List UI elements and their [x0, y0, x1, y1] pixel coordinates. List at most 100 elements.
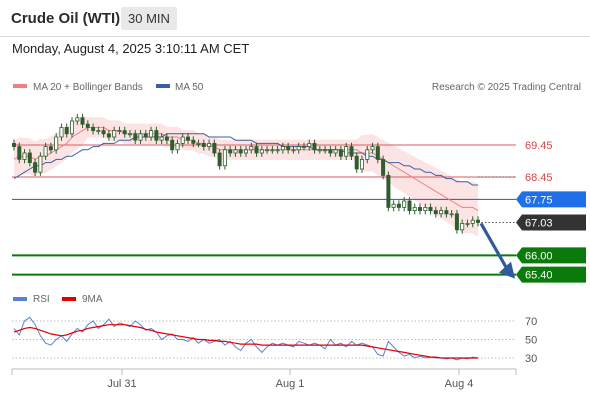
candle-body	[475, 219, 480, 223]
candle-body	[344, 146, 349, 157]
candle-body	[338, 149, 343, 157]
candle-body	[80, 117, 85, 125]
rsi-tick-label-30: 30	[525, 353, 537, 365]
copyright-label: Research © 2025 Trading Central	[432, 82, 581, 93]
price-tags-layer: 69.45 68.45 67.75 67.03 66.00 65.40	[516, 140, 586, 283]
candle-body	[138, 133, 143, 141]
candle-body	[38, 155, 43, 173]
candle-body	[444, 210, 449, 215]
bollinger-band-layer	[14, 115, 478, 237]
ma50-line	[13, 133, 478, 186]
price-levels-layer	[12, 144, 516, 276]
candle-body	[470, 219, 475, 224]
candle-body	[275, 149, 280, 152]
ma20-legend-swatch	[13, 84, 27, 88]
candle-body	[70, 120, 75, 135]
ma9-legend-swatch	[62, 297, 76, 301]
candle-body	[354, 155, 359, 170]
candle-body	[96, 130, 101, 133]
candle-body	[196, 142, 201, 145]
candle-body	[323, 149, 328, 152]
candle-body	[423, 206, 428, 211]
candle-body	[122, 130, 127, 135]
price-tag-65.40	[516, 266, 586, 283]
candle-body	[33, 162, 38, 173]
candle-body	[22, 152, 27, 160]
rsi-legend-swatch	[13, 297, 27, 301]
candle-body	[296, 146, 301, 151]
candle-body	[27, 152, 32, 164]
ma50-legend-swatch	[156, 84, 170, 88]
candle-body	[175, 142, 180, 151]
candle-body	[454, 213, 459, 231]
candle-body	[286, 146, 291, 151]
candle-body	[280, 146, 285, 151]
price-tag-67.03	[516, 214, 586, 231]
candle-body	[117, 130, 122, 133]
price-tag-label-67.03: 67.03	[525, 217, 553, 229]
candle-body	[212, 142, 217, 154]
candle-body	[17, 146, 22, 160]
candle-body	[402, 200, 407, 208]
price-tag-66.00	[516, 247, 586, 264]
interval-button[interactable]: 30 MIN	[121, 7, 177, 30]
price-tag-67.75	[516, 191, 586, 208]
candle-body	[170, 139, 175, 151]
rsi-ma9-line	[13, 324, 478, 359]
candle-body	[301, 146, 306, 149]
candle-body	[328, 149, 333, 154]
candle-body	[449, 213, 454, 216]
price-tag-label-66.00: 66.00	[525, 250, 553, 262]
ma20-legend-label: MA 20 + Bollinger Bands	[33, 82, 143, 93]
candle-body	[217, 152, 222, 167]
candle-body	[417, 206, 422, 211]
bollinger-band	[14, 115, 478, 237]
candles-layer	[11, 113, 480, 234]
candle-body	[386, 174, 391, 208]
rsi-tick-label-70: 70	[525, 316, 537, 328]
candle-body	[127, 133, 132, 136]
candle-body	[133, 133, 138, 141]
time-tick-label: Jul 31	[107, 378, 136, 390]
candle-body	[201, 142, 206, 147]
candle-body	[317, 149, 322, 152]
candle-body	[433, 210, 438, 215]
candle-body	[439, 210, 444, 215]
candle-body	[370, 146, 375, 151]
level-label-68.45: 68.45	[525, 172, 553, 184]
candle-body	[307, 142, 312, 147]
candle-body	[91, 127, 96, 132]
projection-arrow-layer	[479, 222, 515, 279]
rsi-tick-label-50: 50	[525, 335, 537, 347]
candle-body	[164, 136, 169, 141]
candle-body	[249, 146, 254, 151]
candle-body	[233, 149, 238, 154]
candle-body	[265, 149, 270, 152]
rsi-line	[13, 316, 479, 361]
candle-body	[391, 203, 396, 208]
candle-body	[359, 158, 364, 170]
candle-body	[59, 127, 64, 138]
timestamp: Monday, August 4, 2025 3:10:11 AM CET	[12, 41, 250, 56]
candle-body	[375, 146, 380, 160]
candle-body	[85, 123, 90, 128]
candle-body	[312, 142, 317, 151]
candle-body	[460, 222, 465, 231]
candle-body	[365, 149, 370, 160]
candle-body	[222, 149, 227, 167]
candle-body	[349, 146, 354, 157]
candle-body	[191, 139, 196, 144]
candle-body	[254, 146, 259, 154]
candle-body	[243, 149, 248, 154]
candle-body	[238, 149, 243, 154]
candle-body	[159, 136, 164, 141]
candle-body	[259, 149, 264, 154]
candle-body	[75, 117, 80, 122]
candle-body	[465, 222, 470, 225]
candle-body	[43, 146, 48, 157]
candle-body	[333, 149, 338, 154]
ma50-legend-label: MA 50	[175, 82, 204, 93]
time-tick-label: Aug 4	[445, 378, 474, 390]
rsi-panel: 70 50 30	[12, 316, 537, 365]
